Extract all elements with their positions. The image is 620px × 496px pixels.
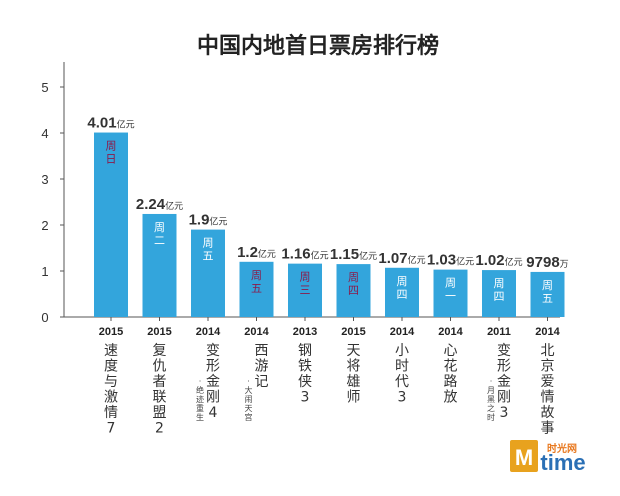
y-tick-label: 0	[41, 310, 48, 325]
bar	[482, 270, 516, 317]
bar	[530, 271, 565, 317]
year-label: 2014	[390, 326, 415, 338]
value-number: 1.07	[378, 250, 407, 267]
value-label: 1.9亿元	[189, 212, 228, 229]
value-unit: 亿元	[117, 119, 135, 131]
bar	[336, 264, 371, 317]
bar	[433, 269, 468, 317]
film-name: 变形金刚 4	[206, 343, 220, 421]
weekday-label: 周四	[348, 271, 359, 297]
weekday-label: 周四	[397, 275, 408, 301]
value-number: 1.02	[475, 252, 504, 269]
bar	[385, 267, 419, 317]
y-tick-label: 3	[41, 172, 48, 187]
logo-english: time	[540, 450, 585, 475]
chart-title: 中国内地首日票房排行榜	[197, 33, 439, 59]
value-label: 1.07亿元	[378, 250, 425, 267]
weekday-label: 周五	[251, 269, 262, 295]
value-label: 1.16亿元	[281, 246, 328, 263]
mtime-logo: M 时光网 time	[510, 440, 586, 475]
y-tick-label: 2	[41, 218, 48, 233]
y-tick-label: 1	[41, 264, 48, 279]
value-unit: 万	[560, 260, 569, 270]
bar	[239, 261, 274, 317]
year-label: 2011	[487, 326, 511, 338]
value-unit: 亿元	[359, 250, 377, 262]
value-number: 4.01	[87, 115, 116, 132]
weekday-label: 周一	[445, 277, 456, 303]
value-label: 1.02亿元	[475, 252, 522, 269]
value-number: 1.9	[189, 212, 210, 229]
film-name: 天将雄师	[347, 343, 361, 406]
value-number: 1.15	[330, 246, 359, 263]
film-subtitle: ·绝迹重生	[196, 377, 204, 422]
year-label: 2013	[293, 326, 317, 338]
logo-initial: M	[515, 445, 533, 470]
weekday-label: 周五	[542, 279, 553, 305]
weekday-label: 周日	[106, 140, 117, 166]
film-name: 速度与激情 7	[104, 343, 118, 437]
year-label: 2015	[341, 326, 365, 338]
value-unit: 亿元	[209, 216, 227, 228]
value-number: 1.2	[237, 244, 258, 261]
value-number: 2.24	[136, 196, 166, 213]
y-tick-label: 4	[41, 126, 48, 141]
value-label: 1.2亿元	[237, 244, 276, 261]
y-axis-ticks: 0 1 2 3 4 5	[41, 80, 64, 325]
logo-m-icon	[510, 440, 538, 472]
weekday-label: 周五	[203, 237, 214, 263]
year-label: 2015	[99, 326, 123, 338]
year-label: 2014	[196, 326, 221, 338]
film-name: 钢铁侠 3	[298, 343, 312, 406]
value-label: 2.24亿元	[136, 196, 183, 213]
y-tick-label: 5	[41, 80, 48, 95]
value-label: 4.01亿元	[87, 115, 134, 132]
value-unit: 亿元	[311, 250, 329, 262]
film-name: 北京爱情故事	[541, 343, 555, 437]
year-label: 2014	[438, 326, 463, 338]
value-unit: 亿元	[505, 256, 523, 268]
value-label: 1.03亿元	[427, 252, 474, 269]
bar	[288, 263, 322, 317]
film-subtitle: ·大闹天宫	[245, 377, 253, 422]
film-name: 复仇者联盟 2	[153, 342, 167, 437]
value-label: 9798万	[526, 254, 568, 271]
value-number: 1.03	[427, 252, 456, 269]
bar	[94, 132, 128, 317]
value-unit: 亿元	[258, 248, 276, 260]
year-label: 2014	[244, 326, 269, 338]
weekday-label: 周三	[300, 271, 311, 297]
value-unit: 亿元	[408, 254, 426, 266]
film-name: 心花路放	[444, 343, 458, 406]
year-label: 2014	[535, 326, 560, 338]
weekday-label: 周二	[154, 221, 165, 247]
category-labels: 2015 速度与激情 7 2015 复仇者联盟 2 2014 变形金刚 4·绝迹重生 2014 西游…	[99, 317, 561, 437]
value-label: 1.15亿元	[330, 246, 377, 263]
year-label: 2015	[147, 326, 171, 338]
value-number: 1.16	[281, 246, 310, 263]
logo-chinese: 时光网	[547, 442, 577, 455]
film-name: 西游记	[255, 343, 269, 390]
bar	[142, 213, 177, 317]
value-unit: 亿元	[165, 200, 183, 212]
value-unit: 亿元	[456, 256, 474, 268]
weekday-label: 周四	[494, 277, 505, 303]
film-name: 小时代 3	[395, 343, 409, 406]
bar	[191, 229, 225, 317]
film-name: 变形金刚 3	[497, 343, 511, 421]
film-subtitle: ·月黑之时	[487, 377, 495, 422]
value-number: 9798	[526, 254, 559, 271]
